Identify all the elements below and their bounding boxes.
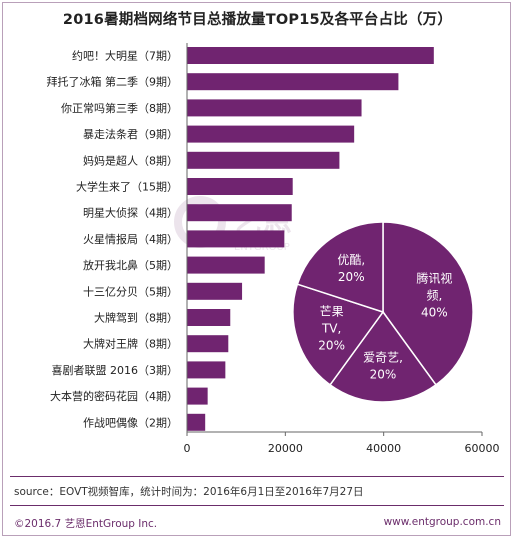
category-label: 暴走法条君（9期） — [83, 127, 178, 141]
pie-slice-label: 优酷, — [337, 253, 365, 267]
x-tick-label: 60000 — [465, 442, 500, 455]
pie-slice — [292, 283, 385, 386]
divider — [10, 505, 504, 506]
divider — [10, 476, 504, 477]
bar — [187, 256, 265, 274]
category-label: 大牌对王牌（8期） — [83, 337, 178, 351]
pie-percent-label: 20% — [370, 368, 397, 382]
pie-percent-label: 20% — [318, 339, 345, 353]
bar — [187, 73, 399, 91]
category-label: 你正常吗第三季（8期） — [61, 101, 178, 115]
category-label: 明星大侦探（4期） — [83, 206, 178, 220]
pie-percent-label: 40% — [421, 305, 448, 319]
bar — [187, 413, 206, 431]
bar — [187, 282, 243, 300]
pie-percent-label: 20% — [338, 270, 365, 284]
bar — [187, 335, 229, 353]
category-label: 妈妈是超人（8期） — [83, 153, 178, 167]
category-label: 大学生来了（15期） — [76, 180, 178, 194]
pie-slice-label: 频, — [426, 288, 442, 302]
category-label: 大牌驾到（8期） — [94, 311, 178, 325]
x-tick-label: 20000 — [268, 442, 303, 455]
source-note: source：EOVT视频智库，统计时间为：2016年6月1日至2016年7月2… — [14, 486, 364, 498]
website-link[interactable]: www.entgroup.com.cn — [383, 516, 501, 528]
bar — [187, 178, 293, 195]
pie-slice — [296, 221, 384, 314]
bar-chart: 约吧！大明星（7期） 拜托了冰箱 第二季（9期） 你正常吗第三季（8期） 暴走法条君（… — [47, 43, 500, 455]
chart-frame — [2, 2, 511, 536]
bar — [187, 99, 362, 117]
pie-slice-label: 腾讯视 — [416, 270, 452, 285]
copyright: ©2016.7 艺恩EntGroup Inc. — [14, 518, 158, 530]
bar — [187, 125, 355, 143]
bar — [187, 230, 285, 248]
category-label: 拜托了冰箱 第二季（9期） — [47, 75, 179, 89]
category-label: 喜剧者联盟 2016（3期） — [52, 364, 179, 377]
category-label: 放开我北鼻（5期） — [83, 258, 178, 272]
bar — [187, 47, 434, 64]
pie-slice — [329, 310, 437, 403]
pie-slice-label: 爱奇艺, — [363, 351, 403, 365]
watermark-subtext: ENTGROUP — [234, 242, 290, 253]
x-tick-label: 0 — [184, 442, 191, 455]
bar — [187, 309, 231, 326]
pie-slice-label: 芒果 — [320, 304, 344, 319]
category-label: 约吧！大明星（7期） — [72, 49, 178, 63]
bar — [187, 387, 208, 405]
category-label: 大本营的密码花园（4期） — [50, 389, 178, 403]
bar — [187, 204, 292, 222]
bar — [187, 361, 226, 379]
bar — [187, 151, 340, 169]
category-label: 作战吧偶像（2期） — [83, 416, 178, 429]
chart-title: 2016暑期档网络节目总播放量TOP15及各平台占比（万） — [62, 12, 453, 28]
x-tick-label: 40000 — [366, 442, 401, 455]
pie-slice — [382, 221, 474, 386]
category-label: 十三亿分贝（5期） — [83, 284, 178, 298]
pie-slice-label: TV, — [321, 322, 341, 336]
category-label: 火星情报局（4期） — [83, 232, 178, 246]
